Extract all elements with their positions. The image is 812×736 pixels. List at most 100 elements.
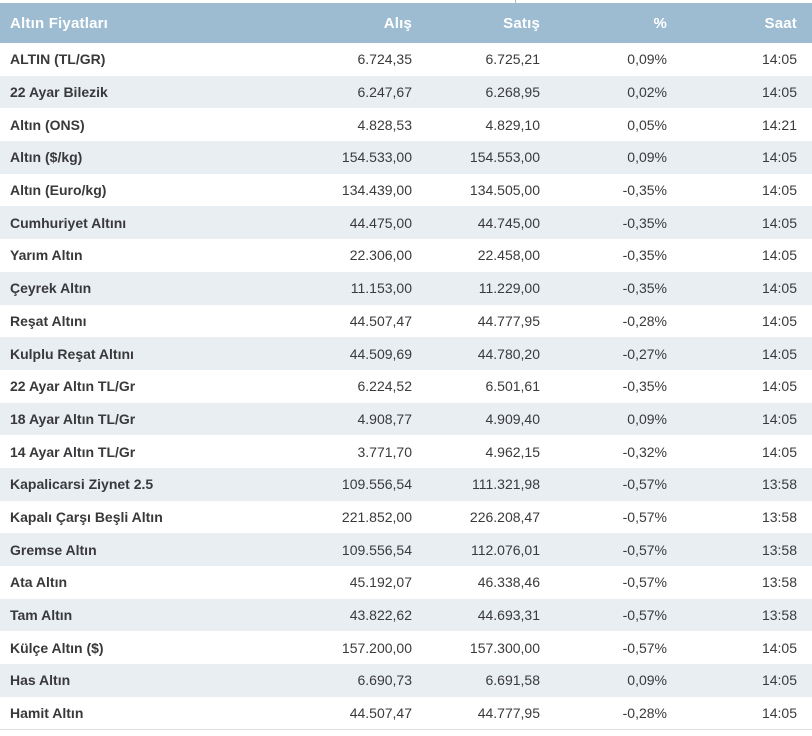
row-label: Yarım Altın xyxy=(10,247,83,264)
satis-value: 157.300,00 xyxy=(469,639,540,656)
alis-value: 22.306,00 xyxy=(349,247,412,264)
satis-value: 111.321,98 xyxy=(472,476,540,493)
saat-value: 13:58 xyxy=(761,541,797,558)
table-row: 18 Ayar Altın TL/Gr 4.908,77 4.909,40 0,09%… xyxy=(0,402,812,436)
table-row: 14 Ayar Altın TL/Gr 3.771,70 4.962,15 -0,32… xyxy=(0,435,812,468)
percent-value: -0,28% xyxy=(622,705,667,722)
table-row: 22 Ayar Altın TL/Gr 6.224,52 6.501,61 -0,35… xyxy=(0,369,812,403)
row-label: 14 Ayar Altın TL/Gr xyxy=(10,443,136,460)
satis-value: 6.691,58 xyxy=(485,672,541,689)
percent-value: -0,27% xyxy=(622,345,667,362)
alis-value: 6.224,52 xyxy=(357,378,413,395)
satis-value: 44.780,20 xyxy=(477,345,540,362)
table-row: Ata Altın 45.192,07 46.338,46 -0,57% 13:58 xyxy=(0,566,812,599)
alis-value: 44.507,47 xyxy=(349,705,412,722)
col-header-saat: Saat xyxy=(667,3,812,43)
percent-value: -0,57% xyxy=(622,476,667,493)
saat-value: 14:05 xyxy=(761,149,797,166)
row-label: Kapalı Çarşı Beşli Altın xyxy=(10,508,163,525)
satis-value: 226.208,47 xyxy=(469,508,540,525)
alis-value: 44.507,47 xyxy=(349,312,412,329)
percent-value: 0,05% xyxy=(627,116,667,133)
satis-value: 4.909,40 xyxy=(485,410,541,427)
table-row: Altın (Euro/kg) 134.439,00 134.505,00 -0,35… xyxy=(0,173,812,207)
satis-value: 112.076,01 xyxy=(470,541,540,558)
saat-value: 14:05 xyxy=(761,312,797,329)
percent-value: 0,09% xyxy=(627,149,667,166)
satis-value: 6.501,61 xyxy=(485,378,541,395)
percent-value: -0,32% xyxy=(622,443,667,460)
saat-value: 14:05 xyxy=(761,214,797,231)
table-row: Reşat Altını 44.507,47 44.777,95 -0,28% 14:0… xyxy=(0,304,812,338)
table-row: Hamit Altın 44.507,47 44.777,95 -0,28% 14:05 xyxy=(0,696,812,730)
table-row: Altın (ONS) 4.828,53 4.829,10 0,05% 14:21 xyxy=(0,108,812,142)
table-row: Has Altın 6.690,73 6.691,58 0,09% 14:05 xyxy=(0,664,812,697)
alis-value: 4.908,77 xyxy=(357,410,413,427)
saat-value: 14:05 xyxy=(761,705,797,722)
row-label: Çeyrek Altın xyxy=(10,280,92,297)
alis-value: 157.200,00 xyxy=(341,639,412,656)
satis-value: 11.229,00 xyxy=(478,280,540,297)
saat-value: 14:05 xyxy=(761,378,797,395)
table-row: Gremse Altın 109.556,54 112.076,01 -0,57% 13… xyxy=(0,533,812,566)
percent-value: -0,35% xyxy=(622,214,667,231)
row-label: Altın (Euro/kg) xyxy=(10,182,107,199)
row-label: Reşat Altını xyxy=(10,312,87,329)
col-header-alis: Alış xyxy=(300,3,412,43)
alis-value: 11.153,00 xyxy=(350,280,412,297)
saat-value: 14:05 xyxy=(761,51,797,68)
row-label: 18 Ayar Altın TL/Gr xyxy=(10,410,136,427)
satis-value: 44.777,95 xyxy=(477,705,540,722)
alis-value: 6.724,35 xyxy=(357,51,413,68)
row-label: ALTIN (TL/GR) xyxy=(10,51,106,68)
percent-value: 0,09% xyxy=(627,410,667,427)
saat-value: 13:58 xyxy=(761,508,797,525)
alis-value: 6.247,67 xyxy=(357,84,413,101)
table-title: Altın Fiyatları xyxy=(0,3,300,43)
row-label: Hamit Altın xyxy=(10,705,84,722)
top-strip xyxy=(0,0,812,3)
gold-table-body: ALTIN (TL/GR) 6.724,35 6.725,21 0,09% 14:05 2… xyxy=(0,43,812,730)
alis-value: 109.556,54 xyxy=(341,541,412,558)
percent-value: -0,35% xyxy=(622,182,667,199)
percent-value: -0,57% xyxy=(622,574,667,591)
satis-value: 154.553,00 xyxy=(469,149,540,166)
saat-value: 14:05 xyxy=(761,182,797,199)
percent-value: 0,09% xyxy=(627,672,667,689)
percent-value: -0,35% xyxy=(622,280,667,297)
satis-value: 46.338,46 xyxy=(477,574,540,591)
table-row: Kapalı Çarşı Beşli Altın 221.852,00 226.20… xyxy=(0,500,812,534)
row-label: Tam Altın xyxy=(10,607,73,624)
row-label: Has Altın xyxy=(10,672,71,689)
percent-value: -0,57% xyxy=(622,607,667,624)
percent-value: 0,02% xyxy=(627,84,667,101)
alis-value: 3.771,70 xyxy=(357,443,413,460)
alis-value: 221.852,00 xyxy=(341,508,412,525)
satis-value: 4.829,10 xyxy=(485,116,541,133)
col-header-percent: % xyxy=(540,3,667,43)
row-label: Gremse Altın xyxy=(10,541,97,558)
row-label: Kulplu Reşat Altını xyxy=(10,345,134,362)
alis-value: 43.822,62 xyxy=(349,607,412,624)
alis-value: 44.509,69 xyxy=(349,345,412,362)
saat-value: 14:05 xyxy=(761,247,797,264)
table-row: Külçe Altın ($) 157.200,00 157.300,00 -0,57… xyxy=(0,631,812,665)
row-label: Altın (ONS) xyxy=(10,116,85,133)
saat-value: 14:05 xyxy=(761,672,797,689)
satis-value: 44.693,31 xyxy=(477,607,540,624)
top-divider-tick xyxy=(515,0,516,3)
row-label: 22 Ayar Altın TL/Gr xyxy=(10,378,136,395)
row-label: Ata Altın xyxy=(10,574,68,591)
row-label: Kapalicarsi Ziynet 2.5 xyxy=(10,476,154,493)
table-row: Kapalicarsi Ziynet 2.5 109.556,54 111.321,… xyxy=(0,467,812,501)
saat-value: 14:05 xyxy=(761,84,797,101)
satis-value: 6.725,21 xyxy=(485,51,541,68)
percent-value: -0,35% xyxy=(622,247,667,264)
alis-value: 109.556,54 xyxy=(341,476,412,493)
satis-value: 6.268,95 xyxy=(485,84,541,101)
saat-value: 13:58 xyxy=(761,574,797,591)
table-row: ALTIN (TL/GR) 6.724,35 6.725,21 0,09% 14:05 xyxy=(0,43,812,76)
table-row: Altın ($/kg) 154.533,00 154.553,00 0,09% 14:… xyxy=(0,141,812,174)
satis-value: 44.777,95 xyxy=(477,312,540,329)
